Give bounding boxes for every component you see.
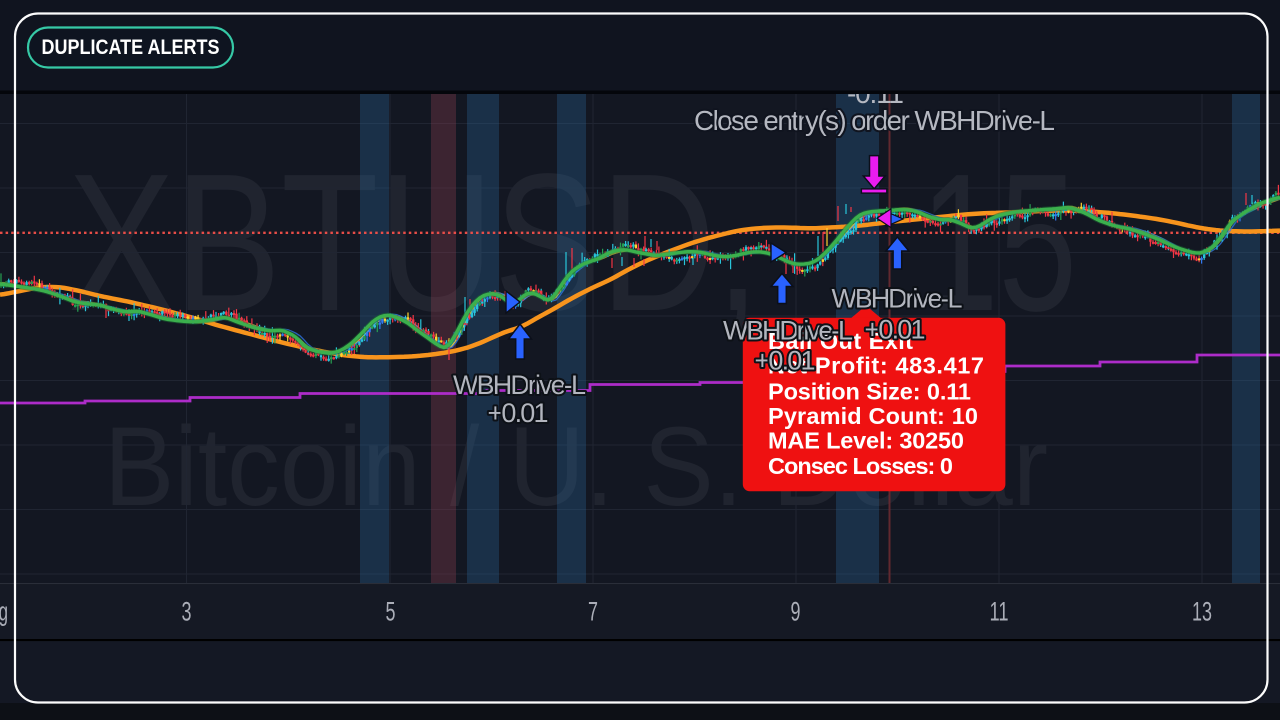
svg-text:+0.01: +0.01 [865, 315, 926, 345]
svg-text:+0.01: +0.01 [755, 346, 816, 376]
svg-text:Position Size: 0.11: Position Size: 0.11 [768, 378, 971, 404]
svg-text:5: 5 [386, 597, 396, 627]
svg-text:Consec Losses: 0: Consec Losses: 0 [768, 453, 953, 479]
svg-text:+0.01: +0.01 [488, 398, 549, 428]
svg-text:7: 7 [588, 597, 598, 627]
svg-text:MAE Level: 30250: MAE Level: 30250 [768, 428, 964, 454]
svg-text:Pyramid Count: 10: Pyramid Count: 10 [768, 403, 978, 429]
svg-text:Close entry(s) order WBHDrive-: Close entry(s) order WBHDrive-L [694, 105, 1055, 136]
svg-text:WBHDrive-L: WBHDrive-L [723, 316, 853, 346]
svg-text:DUPLICATE ALERTS: DUPLICATE ALERTS [42, 36, 220, 59]
svg-text:11: 11 [990, 597, 1009, 627]
svg-text:WBHDrive-L: WBHDrive-L [453, 370, 586, 400]
svg-text:9: 9 [791, 597, 801, 627]
svg-text:3: 3 [182, 597, 192, 627]
svg-text:Bail Out Exit: Bail Out Exit [768, 328, 913, 354]
svg-text:Net Profit: 483.417: Net Profit: 483.417 [768, 353, 984, 379]
svg-text:WBHDrive-L: WBHDrive-L [832, 284, 963, 314]
svg-text:Aug: Aug [0, 597, 8, 627]
svg-text:13: 13 [1192, 597, 1212, 627]
